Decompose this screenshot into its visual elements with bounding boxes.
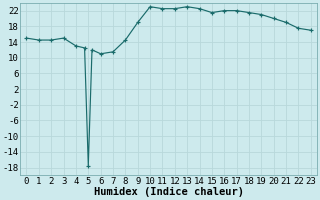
X-axis label: Humidex (Indice chaleur): Humidex (Indice chaleur)	[94, 187, 244, 197]
